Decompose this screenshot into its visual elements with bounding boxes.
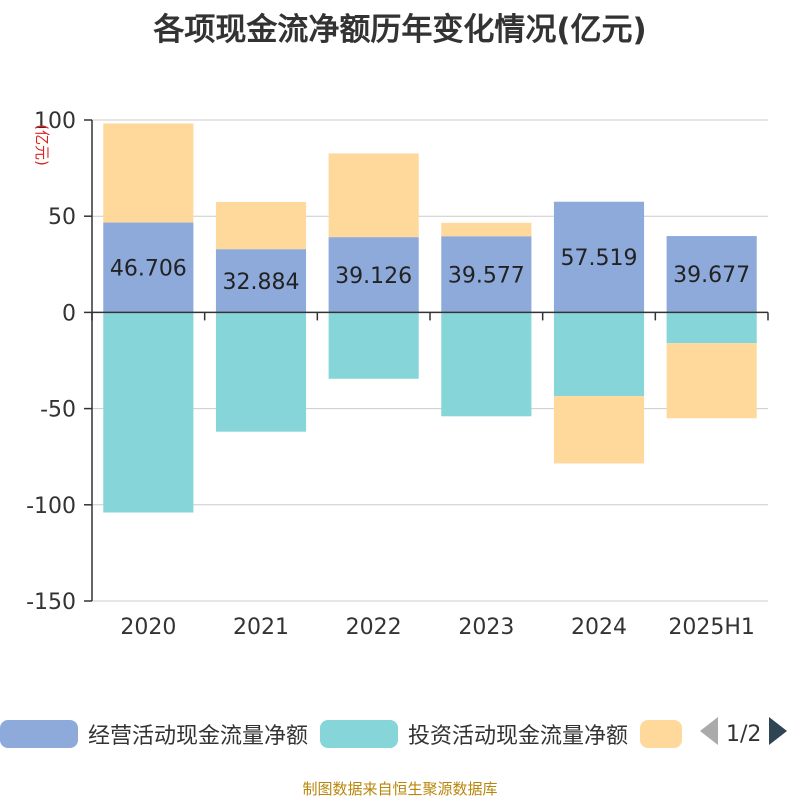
bar-3-2021 (215, 201, 307, 250)
bar-2-2020 (103, 312, 194, 513)
bar-3-2020 (103, 123, 194, 223)
legend-swatch (640, 720, 682, 748)
y-tick-label: 0 (62, 301, 76, 326)
bar-2-2025H1 (666, 312, 757, 344)
data-label: 46.706 (110, 256, 187, 281)
bar-1-2024 (553, 201, 645, 313)
bar-2-2022 (328, 312, 419, 379)
data-label: 32.884 (223, 270, 300, 295)
data-labels: 46.706 32.884 39.126 39.577 57.519 39.677 (110, 246, 750, 295)
legend-pager: 1/2 (700, 716, 788, 752)
data-label: 39.577 (448, 263, 525, 288)
bar-1-2021 (215, 249, 307, 313)
bar-1-2020 (103, 222, 194, 313)
data-label: 39.677 (673, 263, 750, 288)
bar-1-2025H1 (666, 236, 757, 313)
y-axis-label: (亿元) (33, 124, 51, 166)
source-footer: 制图数据来自恒生聚源数据库 (302, 780, 498, 798)
bar-1-2023 (441, 236, 532, 313)
legend-page-indicator: 1/2 (726, 721, 762, 747)
bar-3-2022 (328, 153, 419, 238)
x-tick-label: 2024 (571, 615, 627, 640)
chart-title: 各项现金流净额历年变化情况(亿元) (153, 12, 647, 48)
bar-1-2022 (328, 237, 419, 313)
x-tick-label: 2020 (120, 615, 176, 640)
x-tick-label: 2023 (458, 615, 514, 640)
y-tick-label: 100 (34, 109, 76, 134)
legend-swatch (0, 720, 78, 748)
bar-2-2021 (215, 312, 307, 432)
x-tick-label: 2021 (233, 615, 289, 640)
y-tick-label: -150 (26, 590, 76, 615)
bar-2-2024 (553, 312, 645, 397)
bar-2-2023 (441, 312, 532, 417)
legend-item-operating[interactable]: 经营活动现金流量净额 (0, 716, 308, 752)
legend: 经营活动现金流量净额 投资活动现金流量净额 1/2 (0, 716, 800, 752)
data-label: 39.126 (335, 264, 412, 289)
legend-label: 经营活动现金流量净额 (88, 724, 309, 749)
legend-item-investing[interactable]: 投资活动现金流量净额 (320, 716, 628, 752)
data-label: 57.519 (561, 246, 638, 271)
x-tick-label: 2025H1 (668, 615, 755, 640)
y-tick-label: 50 (48, 205, 76, 230)
axes: 100 50 0 -50 -100 -150 (亿元) 2020 2021 2022 2023 202… (26, 109, 769, 640)
legend-prev-icon[interactable] (700, 717, 718, 751)
grid-lines (92, 119, 768, 602)
x-tick-label: 2022 (346, 615, 402, 640)
bar-3-2023 (441, 222, 532, 237)
y-tick-label: -50 (40, 398, 76, 423)
bar-3-2025H1 (666, 343, 757, 419)
legend-label: 投资活动现金流量净额 (408, 724, 629, 749)
legend-item-third[interactable] (640, 716, 692, 752)
bar-series (103, 123, 757, 513)
bar-3-2024 (553, 396, 645, 464)
legend-next-icon[interactable] (769, 717, 788, 751)
legend-swatch (320, 720, 398, 748)
y-tick-label: -100 (26, 494, 76, 519)
